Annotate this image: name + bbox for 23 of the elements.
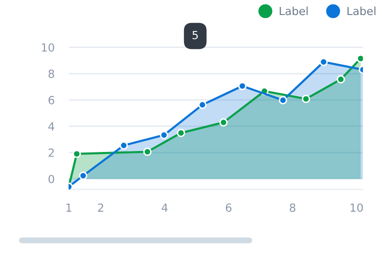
- point: [336, 75, 346, 84]
- x-tick-label: 2: [98, 203, 104, 212]
- point: [219, 118, 228, 127]
- text: 5: [192, 30, 198, 40]
- y-tick-label: 0: [48, 174, 54, 184]
- legend-label: Label: [280, 6, 308, 16]
- point: [302, 94, 310, 104]
- x-tick-label: 6: [226, 203, 232, 212]
- y-tick-label: 6: [48, 96, 54, 104]
- y-tick-label: 10: [42, 43, 54, 52]
- y-tick-label: 2: [48, 148, 54, 157]
- point: [176, 128, 186, 138]
- y-tick-label: 4: [48, 122, 54, 130]
- x-tick-label: 4: [162, 204, 168, 212]
- point: [143, 148, 152, 156]
- x-tick-label: 10: [350, 203, 363, 212]
- point: [278, 96, 288, 104]
- x-tick-label: 8: [290, 203, 296, 212]
- legend-label: Label: [348, 6, 376, 16]
- point: [78, 172, 88, 180]
- x-tick-label: 1: [66, 204, 72, 212]
- point: [160, 130, 168, 140]
- y-tick-label: 8: [48, 70, 54, 78]
